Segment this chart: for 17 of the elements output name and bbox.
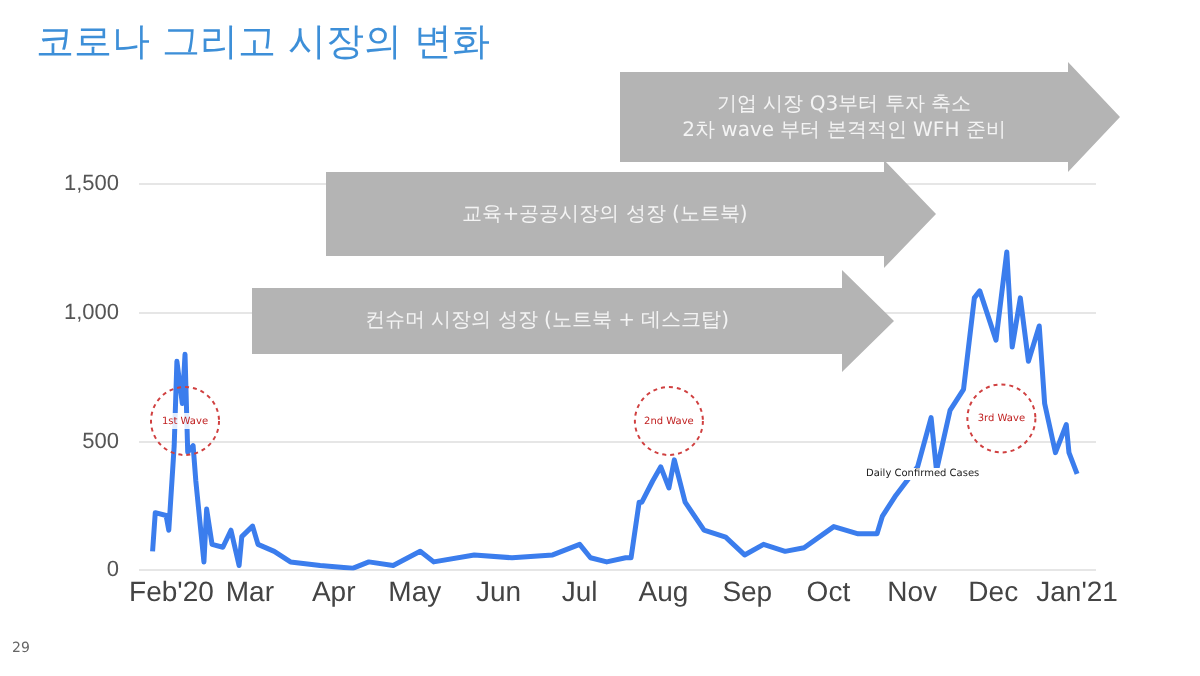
- y-tick-label: 1,000: [63, 300, 120, 325]
- x-tick-label: Apr: [311, 574, 357, 607]
- x-tick-label: May: [388, 574, 442, 607]
- x-tick-label: Mar: [225, 574, 275, 607]
- x-tick-label: Dec: [968, 574, 1019, 607]
- x-tick-label: Oct: [806, 574, 851, 607]
- chart-title: 코로나 그리고 시장의 변화: [36, 18, 491, 68]
- x-tick-label: Jul: [561, 574, 598, 607]
- y-tick-label: 500: [82, 429, 120, 454]
- x-tick-label: Aug: [638, 574, 689, 607]
- x-tick-label: Feb'20: [129, 574, 215, 607]
- y-tick-label: 1,500: [63, 172, 120, 197]
- x-tick-label: Jun: [476, 574, 522, 607]
- x-tick-label: Sep: [722, 574, 773, 607]
- x-tick-label: Jan'21: [1036, 574, 1119, 607]
- x-tick-label: Nov: [887, 574, 938, 607]
- y-tick-label: 0: [106, 558, 120, 583]
